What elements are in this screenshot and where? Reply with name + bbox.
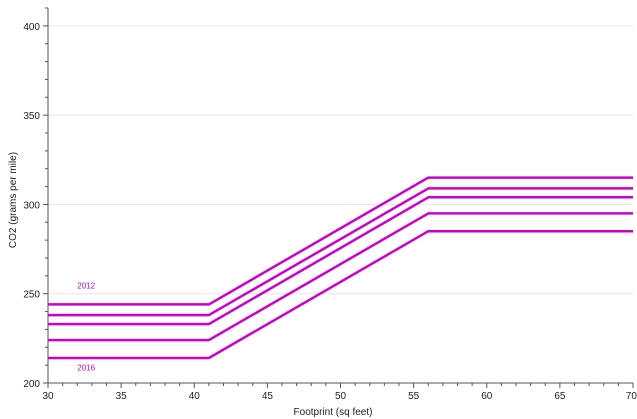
x-tick-label: 30 <box>42 391 54 402</box>
x-tick-label: 40 <box>189 391 201 402</box>
x-tick-label: 50 <box>335 391 347 402</box>
x-tick-label: 45 <box>262 391 274 402</box>
x-axis-title: Footprint (sq feet) <box>294 407 373 418</box>
x-tick-label: 55 <box>408 391 420 402</box>
x-axis-ticks: 30 35 40 45 50 55 60 65 70 <box>42 383 637 402</box>
year-annotation: 2016 <box>77 364 95 373</box>
y-axis-ticks: 200 250 300 350 400 <box>23 8 48 390</box>
x-tick-label: 60 <box>481 391 493 402</box>
x-tick-label: 70 <box>626 391 637 402</box>
y-tick-label: 200 <box>23 379 40 390</box>
plot-background <box>48 8 633 383</box>
y-tick-label: 250 <box>23 290 40 301</box>
y-tick-label: 350 <box>23 111 40 122</box>
x-tick-label: 35 <box>116 391 128 402</box>
y-tick-label: 400 <box>23 22 40 33</box>
year-annotation: 2012 <box>77 281 95 290</box>
y-tick-label: 300 <box>23 200 40 211</box>
y-axis-title: CO2 (grams per mile) <box>8 152 19 248</box>
x-tick-label: 65 <box>554 391 566 402</box>
